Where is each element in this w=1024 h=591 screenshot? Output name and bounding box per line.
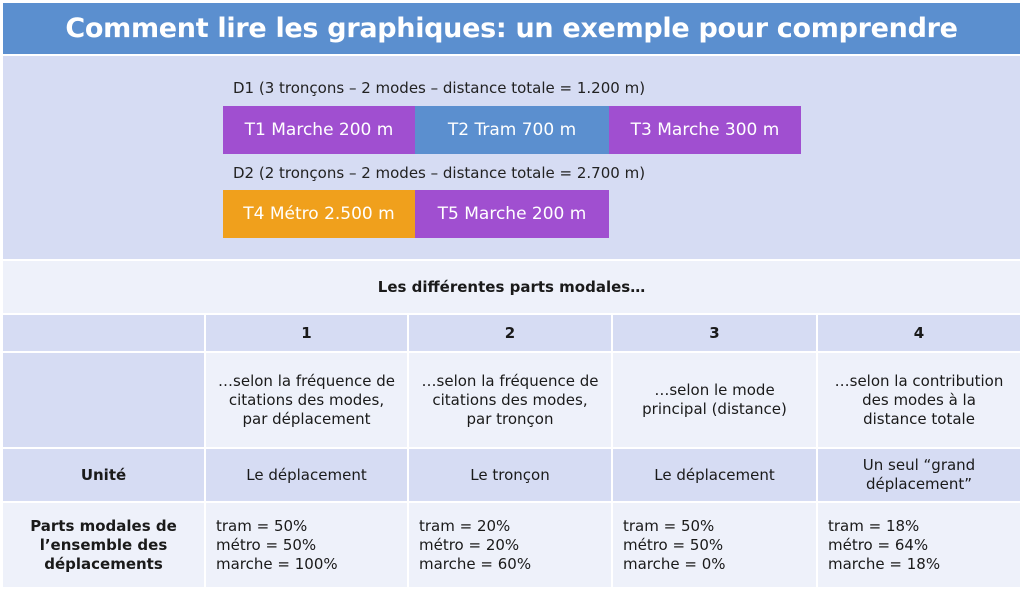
segment-t2: T2 Tram 700 m [415,106,609,154]
share-value: tram = 50% [216,516,308,535]
shares-cell: tram = 20% métro = 20% marche = 60% [409,503,611,587]
trip-d1-caption: D1 (3 tronçons – 2 modes – distance tota… [233,79,646,97]
modal-share-table: Les différentes parts modales… 1 2 3 4 …… [3,261,1020,587]
slide-title: Comment lire les graphiques: un exemple … [3,3,1020,54]
share-value: marche = 100% [216,554,338,573]
unit-cell: Un seul “grand déplacement” [818,449,1020,501]
share-value: tram = 20% [419,516,511,535]
share-value: tram = 50% [623,516,715,535]
column-description: …selon la fréquence de citations des mod… [409,353,611,447]
slide: Comment lire les graphiques: un exemple … [3,3,1020,587]
share-value: métro = 64% [828,535,929,554]
segment-t1: T1 Marche 200 m [223,106,415,154]
unit-cell: Le déplacement [613,449,816,501]
shares-cell: tram = 50% métro = 50% marche = 0% [613,503,816,587]
share-value: marche = 0% [623,554,726,573]
shares-cell: tram = 50% métro = 50% marche = 100% [206,503,407,587]
unit-cell: Le tronçon [409,449,611,501]
share-value: tram = 18% [828,516,920,535]
trip-d2-caption: D2 (2 tronçons – 2 modes – distance tota… [233,164,646,182]
share-value: marche = 18% [828,554,941,573]
row-label-empty [3,353,204,447]
column-number: 3 [613,315,816,351]
row-label-shares: Parts modales de l’ensemble des déplacem… [3,503,204,587]
share-value: marche = 60% [419,554,532,573]
column-number: 1 [206,315,407,351]
example-panel: D1 (3 tronçons – 2 modes – distance tota… [3,56,1020,259]
segment-t4: T4 Métro 2.500 m [223,190,415,238]
share-value: métro = 50% [216,535,317,554]
share-value: métro = 50% [623,535,724,554]
table-header: Les différentes parts modales… [3,261,1020,313]
column-description: …selon le mode principal (distance) [613,353,816,447]
unit-cell: Le déplacement [206,449,407,501]
segment-t3: T3 Marche 300 m [609,106,801,154]
column-description: …selon la contribution des modes à la di… [818,353,1020,447]
column-number: 4 [818,315,1020,351]
corner-cell [3,315,204,351]
column-description: …selon la fréquence de citations des mod… [206,353,407,447]
share-value: métro = 20% [419,535,520,554]
segment-t5: T5 Marche 200 m [415,190,609,238]
shares-cell: tram = 18% métro = 64% marche = 18% [818,503,1020,587]
row-label-unit: Unité [3,449,204,501]
column-number: 2 [409,315,611,351]
